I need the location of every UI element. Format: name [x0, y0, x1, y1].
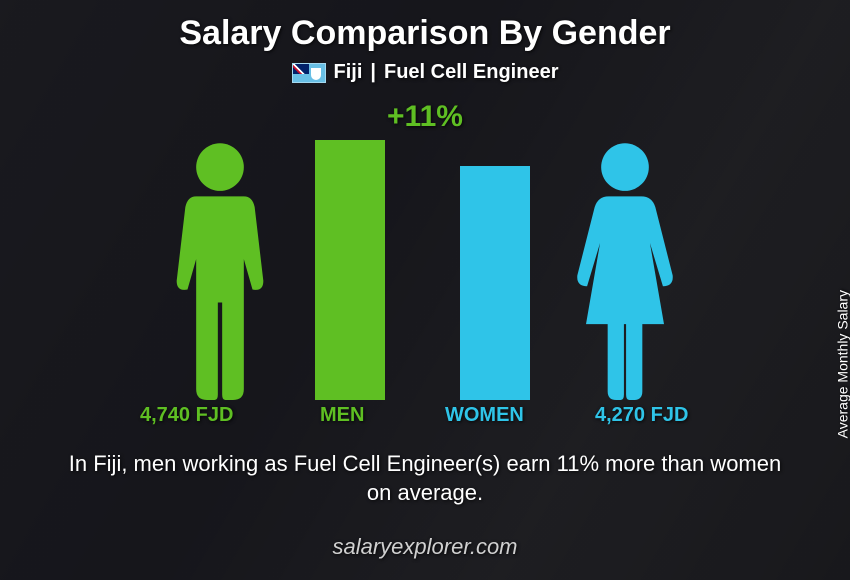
chart-area: +11% 4,740 FJD MEN WOMEN 4,270 FJD [105, 100, 745, 440]
subtitle-row: Fiji | Fuel Cell Engineer [0, 61, 850, 84]
label-row: 4,740 FJD MEN WOMEN 4,270 FJD [105, 404, 745, 440]
page-title: Salary Comparison By Gender [0, 0, 850, 53]
women-bar [460, 166, 530, 400]
female-figure-icon [570, 140, 680, 400]
country-label: Fiji [334, 61, 363, 84]
difference-label: +11% [387, 100, 463, 134]
men-salary-label: 4,740 FJD [140, 404, 233, 427]
separator: | [370, 61, 376, 84]
job-label: Fuel Cell Engineer [384, 61, 558, 84]
y-axis-label: Average Monthly Salary [834, 290, 850, 438]
flag-icon [292, 63, 326, 83]
watermark-text: salaryexplorer.com [332, 534, 517, 560]
male-figure-icon [165, 140, 275, 400]
description-text: In Fiji, men working as Fuel Cell Engine… [65, 449, 785, 508]
women-label: WOMEN [445, 404, 524, 427]
men-label: MEN [320, 404, 364, 427]
women-salary-label: 4,270 FJD [595, 404, 688, 427]
men-bar [315, 140, 385, 400]
